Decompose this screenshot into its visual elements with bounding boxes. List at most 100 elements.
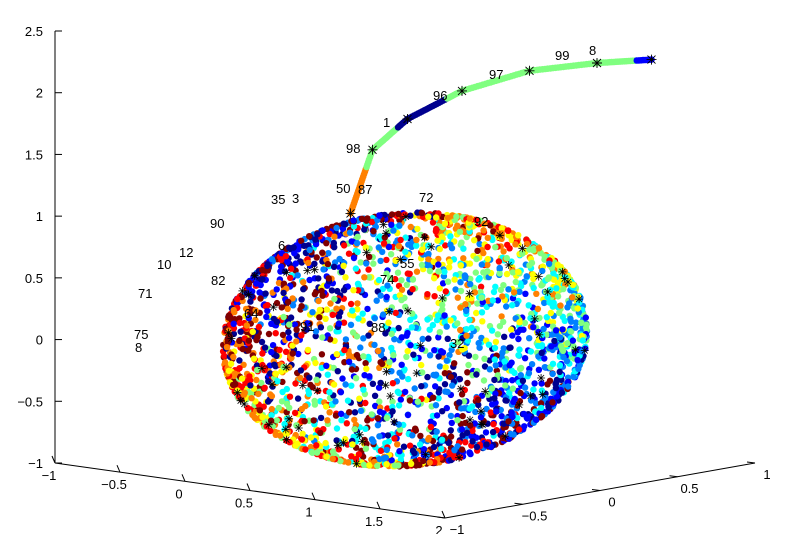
- cloud-point: [444, 335, 451, 342]
- cloud-point: [311, 291, 319, 298]
- cloud-point: [456, 399, 463, 406]
- cloud-point: [491, 356, 498, 363]
- cloud-point: [569, 281, 577, 288]
- cloud-point: [223, 344, 231, 351]
- cloud-point: [307, 434, 315, 441]
- cloud-point: [371, 392, 379, 399]
- cloud-point: [327, 300, 334, 307]
- cloud-point: [499, 293, 506, 300]
- cloud-point: [560, 285, 567, 293]
- cloud-point: [400, 443, 408, 450]
- point-label: 82: [211, 273, 225, 288]
- cloud-point: [320, 266, 327, 273]
- cloud-point: [520, 326, 527, 333]
- cloud-point: [395, 242, 403, 250]
- cloud-point: [236, 337, 243, 344]
- cloud-point: [490, 421, 497, 428]
- cloud-point: [497, 286, 505, 294]
- cloud-point: [506, 245, 513, 252]
- cloud-point: [424, 291, 431, 298]
- cloud-point: [423, 261, 430, 269]
- cloud-point: [246, 373, 253, 380]
- cloud-point: [385, 438, 392, 445]
- cloud-point: [330, 450, 337, 458]
- cloud-point: [442, 364, 449, 371]
- star-marker: [224, 328, 233, 337]
- cloud-point: [467, 422, 474, 429]
- cloud-point: [366, 320, 373, 327]
- cloud-point: [476, 275, 483, 282]
- cloud-point: [268, 256, 276, 263]
- curve-series: [345, 54, 657, 219]
- cloud-point: [342, 221, 349, 228]
- cloud-point: [312, 328, 320, 335]
- cloud-point: [492, 338, 500, 346]
- cloud-point: [376, 433, 383, 440]
- cloud-point: [423, 396, 430, 403]
- cloud-point: [312, 241, 320, 248]
- cloud-point: [486, 366, 493, 373]
- cloud-point: [420, 457, 427, 465]
- cloud-point: [541, 256, 548, 263]
- cloud-point: [322, 439, 329, 447]
- cloud-point: [366, 253, 373, 260]
- cloud-point: [341, 346, 348, 354]
- cloud-point: [474, 300, 481, 307]
- cloud-point: [306, 374, 313, 381]
- cloud-point: [473, 371, 480, 378]
- cloud-point: [317, 324, 325, 331]
- cloud-point: [417, 432, 424, 440]
- cloud-point: [307, 443, 314, 451]
- cloud-point: [464, 369, 471, 376]
- cloud-point: [544, 293, 551, 301]
- cloud-point: [312, 236, 319, 243]
- cloud-point: [370, 228, 377, 235]
- cloud-point: [280, 289, 287, 297]
- cloud-point: [475, 396, 482, 404]
- cloud-point: [503, 254, 510, 262]
- point-label: 32: [450, 336, 464, 351]
- point-label: 90: [210, 216, 224, 231]
- cloud-point: [439, 408, 446, 415]
- cloud-point: [407, 342, 414, 349]
- cloud-point: [519, 377, 527, 384]
- cloud-point: [332, 398, 339, 405]
- point-label: 75: [134, 327, 148, 342]
- cloud-point: [262, 290, 269, 297]
- cloud-point: [304, 320, 311, 327]
- cloud-point: [484, 391, 492, 398]
- cloud-point: [252, 307, 259, 314]
- cloud-point: [560, 354, 567, 361]
- cloud-point: [330, 381, 338, 388]
- cloud-point: [395, 210, 402, 218]
- cloud-point: [282, 348, 290, 355]
- cloud-point: [500, 282, 507, 289]
- cloud-point: [333, 224, 340, 232]
- cloud-point: [425, 250, 432, 258]
- star-marker: [518, 244, 527, 253]
- cloud-point: [556, 368, 563, 376]
- cloud-point: [236, 357, 243, 364]
- cloud-point: [409, 447, 417, 454]
- cloud-point: [469, 438, 476, 445]
- cloud-point: [362, 399, 369, 407]
- cloud-point: [340, 242, 348, 249]
- cloud-point: [458, 446, 466, 453]
- cloud-point: [458, 426, 466, 433]
- cloud-point: [351, 409, 359, 416]
- cloud-point: [231, 370, 238, 377]
- cloud-point: [478, 294, 485, 301]
- cloud-point: [291, 250, 298, 257]
- cloud-point: [453, 213, 460, 220]
- cloud-point: [298, 296, 305, 303]
- cloud-point: [366, 373, 373, 380]
- cloud-point: [292, 380, 299, 387]
- cloud-point: [424, 373, 431, 381]
- cloud-point: [392, 257, 399, 264]
- cloud-point: [350, 254, 358, 262]
- cloud-point: [366, 462, 373, 469]
- star-marker: [390, 417, 399, 426]
- cloud-point: [300, 286, 307, 293]
- cloud-point: [465, 352, 473, 359]
- cloud-point: [323, 306, 330, 313]
